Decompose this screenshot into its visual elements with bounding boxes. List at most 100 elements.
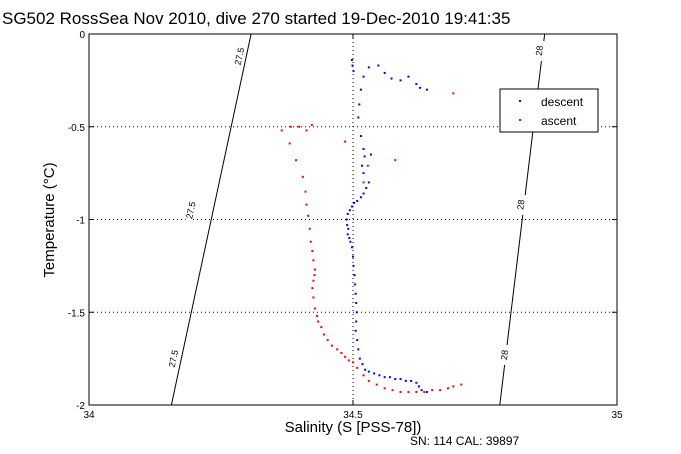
ascent-point: [366, 164, 369, 167]
ascent-point: [312, 259, 315, 262]
isopycnal-label-bg: [233, 45, 246, 67]
ascent-point: [362, 181, 365, 184]
ascent-point: [383, 387, 386, 390]
descent-point: [345, 218, 348, 221]
ascent-point: [317, 320, 320, 323]
ascent-point: [313, 307, 316, 310]
ascent-point: [452, 92, 455, 95]
ascent-point: [347, 359, 350, 362]
ascent-point: [304, 190, 307, 193]
ascent-point: [313, 268, 316, 271]
descent-point: [367, 181, 370, 184]
x-tick-label: 35: [611, 410, 623, 421]
isopycnal-label: 27.5: [167, 349, 180, 368]
isopycnal-label: 27.5: [233, 47, 246, 66]
descent-point: [356, 339, 359, 342]
ascent-point: [326, 339, 329, 342]
ascent-point: [340, 352, 343, 355]
ascent-point: [391, 389, 394, 392]
descent-point: [354, 283, 357, 286]
descent-point: [410, 379, 413, 382]
descent-point: [425, 391, 428, 394]
ascent-point: [423, 391, 426, 394]
descent-point: [390, 77, 393, 80]
descent-point: [404, 379, 407, 382]
isopycnal-label: 28: [515, 199, 526, 210]
descent-point: [358, 357, 361, 360]
descent-point: [357, 348, 360, 351]
ascent-point: [312, 279, 315, 282]
footer-serial-calibration: SN: 114 CAL: 39897: [410, 434, 520, 448]
ascent-point: [308, 227, 311, 230]
descent-point: [383, 376, 386, 379]
descent-point: [364, 368, 367, 371]
descent-point: [359, 196, 362, 199]
ascent-point: [362, 374, 365, 377]
ascent-point: [344, 355, 347, 358]
descent-point: [388, 376, 391, 379]
descent-point: [349, 240, 352, 243]
ascent-point: [313, 274, 316, 277]
ascent-point: [298, 125, 301, 128]
descent-point: [377, 64, 380, 67]
ascent-point: [367, 379, 370, 382]
descent-point: [347, 227, 350, 230]
isopycnal-label-bg: [184, 199, 197, 221]
ascent-point: [431, 389, 434, 392]
descent-point: [350, 246, 353, 249]
isopycnal-label: 28: [534, 45, 545, 56]
descent-point: [361, 363, 364, 366]
descent-point: [358, 103, 361, 106]
descent-point: [346, 212, 349, 215]
ascent-point: [312, 296, 315, 299]
ascent-point: [311, 250, 314, 253]
descent-point: [362, 75, 365, 78]
descent-point: [363, 155, 366, 158]
x-tick-label: 34: [83, 410, 95, 421]
ascent-point: [352, 361, 354, 364]
ascent-point: [330, 344, 333, 347]
ascent-point: [447, 387, 450, 390]
descent-point: [355, 301, 358, 304]
ascent-point: [375, 383, 378, 386]
descent-point: [369, 153, 372, 156]
ascent-point: [305, 129, 308, 132]
ascent-point: [452, 385, 455, 388]
descent-point: [365, 186, 368, 189]
descent-point: [350, 58, 353, 61]
ascent-point: [344, 140, 347, 143]
ascent-point: [305, 203, 308, 206]
descent-point: [354, 329, 357, 332]
chart-title: SG502 RossSea Nov 2010, dive 270 started…: [2, 9, 510, 28]
ascent-point: [336, 348, 339, 351]
ascent-point: [307, 214, 310, 217]
ascent-point: [320, 326, 323, 329]
isopycnal-line: [170, 33, 252, 406]
descent-point: [353, 201, 356, 204]
data-points: [280, 58, 463, 394]
descent-point: [407, 75, 410, 78]
legend-box: [499, 88, 599, 133]
ascent-point: [407, 391, 410, 394]
descent-point: [357, 116, 360, 119]
descent-point: [378, 374, 381, 377]
legend-marker-ascent: [519, 119, 521, 121]
isopycnal-label: 27.5: [184, 201, 197, 220]
descent-point: [399, 79, 402, 82]
descent-point: [354, 292, 357, 295]
x-axis-label: Salinity (S [PSS-78]): [285, 419, 422, 436]
ascent-point: [316, 314, 319, 317]
descent-point: [359, 88, 362, 91]
descent-point: [348, 237, 351, 240]
descent-point: [352, 70, 355, 73]
descent-point: [356, 199, 359, 202]
descent-point: [352, 264, 355, 267]
ascent-point: [356, 366, 359, 369]
descent-point: [394, 378, 397, 381]
ascent-point: [301, 175, 304, 178]
descent-point: [399, 378, 402, 381]
ascent-point: [309, 240, 312, 243]
descent-point: [419, 86, 422, 89]
descent-point: [348, 209, 351, 212]
